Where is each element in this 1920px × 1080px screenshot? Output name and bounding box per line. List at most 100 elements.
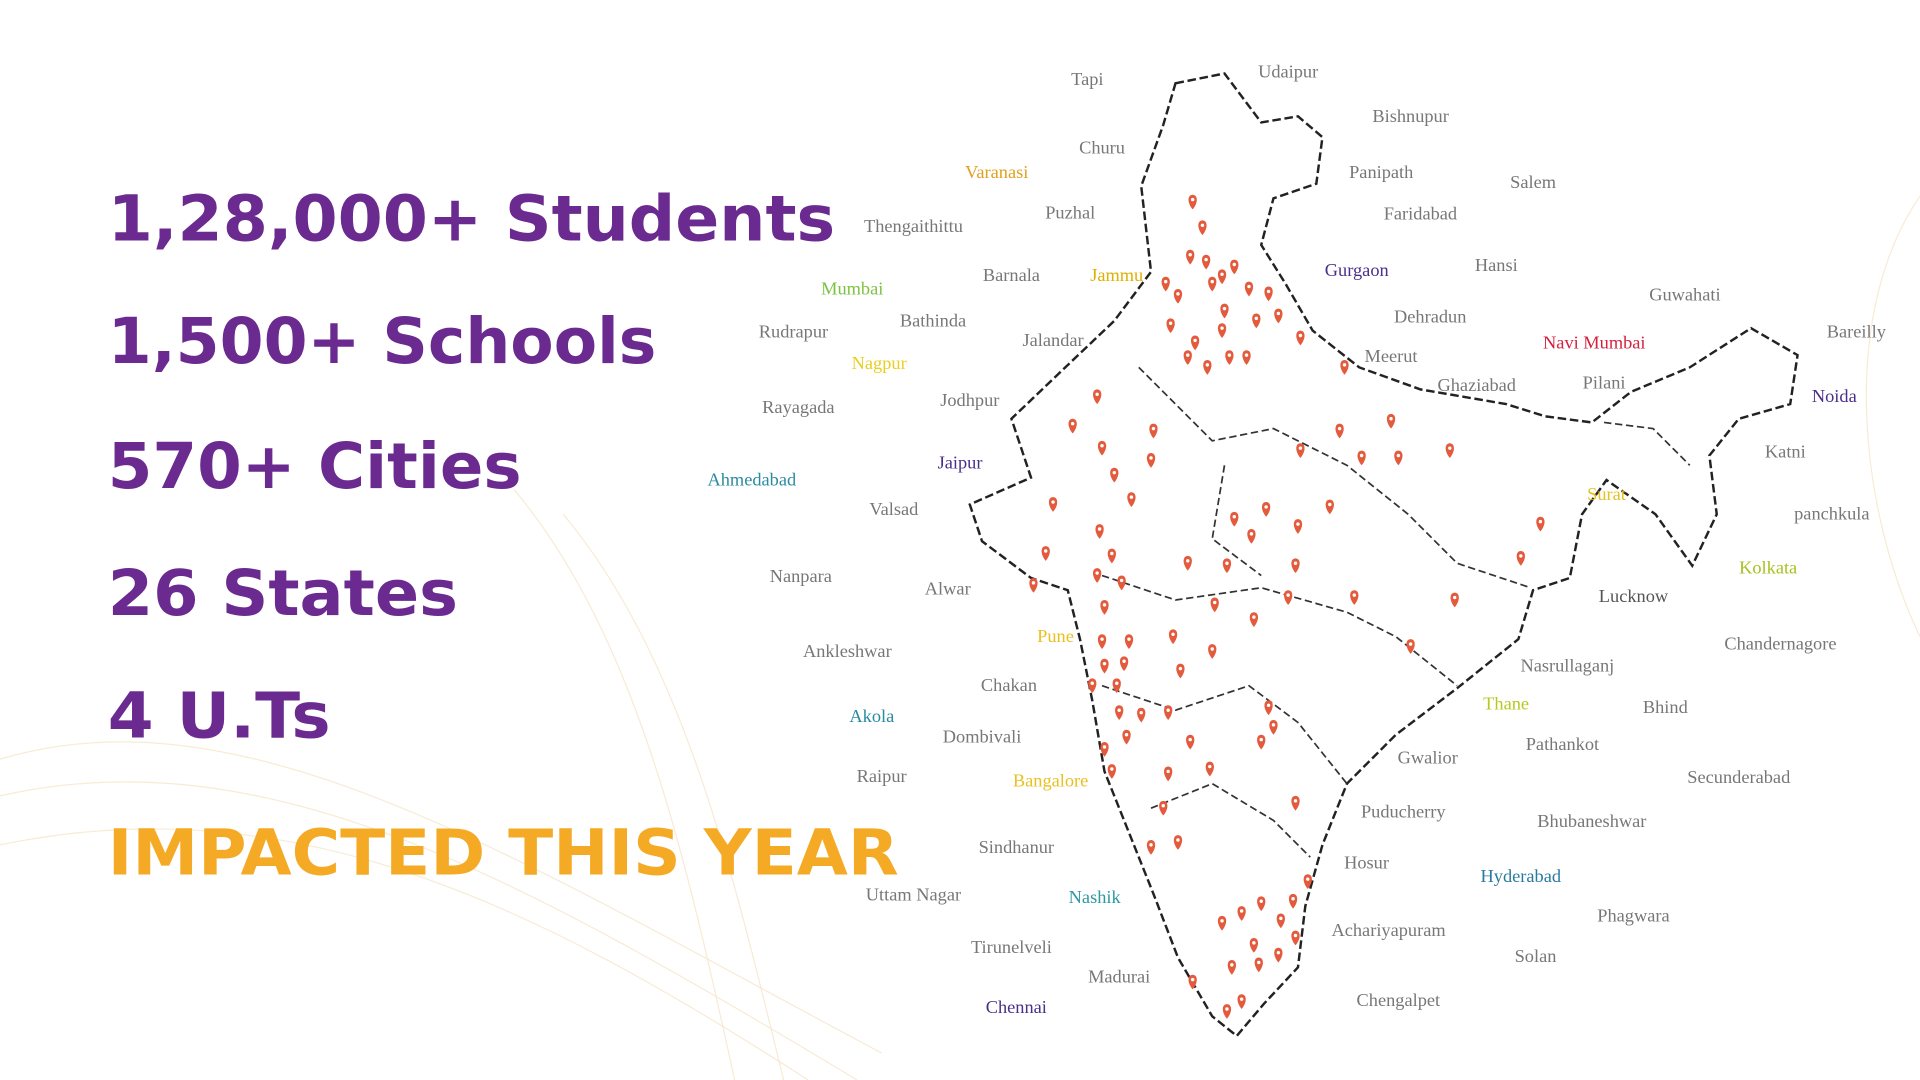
city-label: Raipur xyxy=(857,766,907,786)
location-pin xyxy=(1340,360,1349,375)
city-label: Bishnupur xyxy=(1372,106,1449,126)
pin-dot xyxy=(1352,593,1356,597)
location-pin xyxy=(1097,634,1107,649)
location-pin xyxy=(1222,558,1232,574)
location-pin xyxy=(1119,656,1129,672)
pin-dot xyxy=(1259,899,1263,903)
pin-dot xyxy=(1171,632,1175,636)
pin-dot xyxy=(1306,877,1310,881)
pin-dot xyxy=(1095,392,1099,396)
pin-dot xyxy=(1452,595,1457,600)
pin-dot xyxy=(1244,353,1249,357)
location-pin xyxy=(1220,303,1229,319)
city-label: Barnala xyxy=(983,265,1040,285)
location-pin xyxy=(1122,729,1131,745)
city-label: Jodhpur xyxy=(940,390,999,410)
location-pin xyxy=(1303,874,1312,889)
location-pin xyxy=(1291,930,1300,946)
location-pin xyxy=(1450,592,1459,608)
city-labels: Tapi Udaipur Bishnupur Churu Varanasi Panipat… xyxy=(707,62,1886,1018)
location-pin xyxy=(1244,281,1254,297)
location-pin xyxy=(1257,734,1266,750)
location-pin xyxy=(1230,259,1239,275)
location-pin xyxy=(1198,220,1207,236)
city-label: Navi Mumbai xyxy=(1543,332,1646,352)
location-pin xyxy=(1536,516,1545,532)
state-border xyxy=(1101,574,1458,687)
pin-dot xyxy=(1095,571,1099,575)
location-pin xyxy=(1394,450,1403,466)
pin-dot xyxy=(1342,363,1347,367)
city-label: Surat xyxy=(1587,484,1626,504)
city-label: Chakan xyxy=(981,675,1037,695)
pin-dot xyxy=(1239,997,1244,1001)
pin-dot xyxy=(1538,519,1543,524)
city-label: Akola xyxy=(849,706,894,726)
stat-line: 1,28,000+ Students xyxy=(108,182,835,256)
location-pin xyxy=(1100,600,1109,615)
city-label: Udaipur xyxy=(1258,62,1318,82)
location-pin xyxy=(1516,551,1525,566)
location-pin xyxy=(1149,423,1158,439)
city-label: Chandernagore xyxy=(1724,634,1836,654)
pin-dot xyxy=(1190,977,1195,982)
location-pin xyxy=(1288,893,1298,909)
pin-dot xyxy=(1328,502,1332,507)
pin-dot xyxy=(1200,223,1205,228)
pin-dot xyxy=(1220,326,1224,330)
location-pin xyxy=(1217,323,1227,338)
pin-dot xyxy=(1293,933,1298,938)
pin-dot xyxy=(1519,554,1523,558)
location-pin xyxy=(1168,629,1178,645)
city-label: Gwalior xyxy=(1398,747,1458,767)
pin-dot xyxy=(1193,338,1197,343)
location-pin xyxy=(1274,308,1283,324)
pin-dot xyxy=(1239,909,1244,913)
city-label: Uttam Nagar xyxy=(866,885,961,905)
pin-dot xyxy=(1210,647,1214,651)
location-pin xyxy=(1254,957,1263,973)
location-pin xyxy=(1124,634,1134,649)
city-label: Puducherry xyxy=(1361,801,1446,821)
state-border xyxy=(1150,782,1311,858)
location-pin xyxy=(1107,548,1116,564)
city-label: Pune xyxy=(1037,626,1074,646)
city-label: panchkula xyxy=(1794,504,1869,524)
city-label: Kolkata xyxy=(1739,558,1797,578)
city-label: Hyderabad xyxy=(1481,866,1562,886)
pin-dot xyxy=(1100,444,1104,448)
location-pin xyxy=(1230,511,1239,527)
pin-dot xyxy=(1102,603,1107,607)
city-label: Nashik xyxy=(1069,887,1122,907)
location-pin xyxy=(1291,795,1300,811)
city-label: Jalandar xyxy=(1022,330,1083,350)
tagline: IMPACTED THIS YEAR xyxy=(108,817,899,891)
city-label: Bhubaneshwar xyxy=(1537,811,1646,831)
city-label: Gurgaon xyxy=(1325,260,1389,280)
pin-dot xyxy=(1296,522,1300,526)
location-pin xyxy=(1208,276,1217,292)
pin-dot xyxy=(1276,950,1281,955)
location-pin xyxy=(1041,546,1050,561)
city-label: Solan xyxy=(1515,946,1557,966)
location-pin xyxy=(1201,254,1211,270)
city-label: Bhind xyxy=(1643,697,1688,717)
location-pin xyxy=(1274,947,1283,963)
pin-dot xyxy=(1252,941,1256,945)
location-pin xyxy=(1166,318,1175,334)
pin-dot xyxy=(1097,527,1102,531)
city-label: Bathinda xyxy=(900,310,966,330)
location-pin xyxy=(1092,568,1102,583)
location-pin xyxy=(1357,450,1366,466)
city-label: Sindhanur xyxy=(979,837,1054,857)
location-pin xyxy=(1293,519,1303,534)
pin-dot xyxy=(1139,710,1143,715)
location-pin xyxy=(1249,937,1259,953)
pin-dot xyxy=(1271,723,1276,727)
location-pin xyxy=(1257,896,1266,912)
location-pin xyxy=(1164,766,1173,782)
pin-dot xyxy=(1208,764,1212,769)
stat-line: 570+ Cities xyxy=(108,430,522,504)
city-label: Ghaziabad xyxy=(1437,375,1515,395)
